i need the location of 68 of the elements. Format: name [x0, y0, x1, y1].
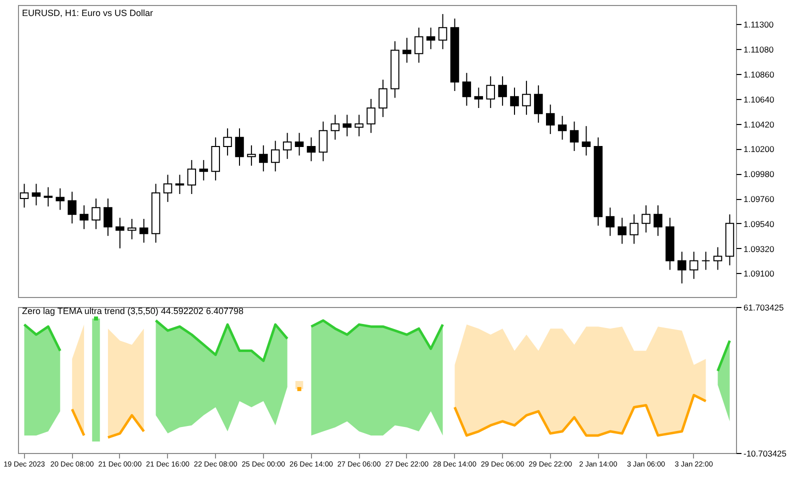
y-tick-label: 1.11080 — [744, 44, 774, 55]
candlestick — [678, 251, 686, 284]
candlestick — [330, 114, 340, 140]
candlestick — [474, 87, 484, 108]
candlestick — [570, 121, 579, 152]
candlestick — [414, 27, 424, 64]
candlestick — [116, 217, 124, 249]
candlestick — [92, 198, 100, 230]
y-tick-label: -10.703425 — [744, 448, 787, 458]
candlestick — [654, 204, 662, 236]
candlestick — [426, 27, 436, 50]
candlestick — [44, 186, 53, 207]
candlestick — [199, 160, 208, 181]
chart-title: Zero lag TEMA ultra trend (3,5,50) 44.592202 6.407798 — [22, 306, 244, 316]
candlestick — [247, 144, 256, 166]
candlestick — [223, 128, 232, 156]
candlestick — [259, 144, 268, 172]
y-tick-label: 1.09760 — [744, 194, 774, 204]
candlestick — [235, 128, 244, 166]
candlestick — [80, 204, 88, 230]
candlestick — [689, 251, 698, 280]
candlestick — [462, 72, 472, 106]
candlestick — [342, 114, 352, 137]
candlestick — [606, 207, 615, 236]
y-tick-label: 1.09980 — [744, 169, 774, 180]
candlestick — [175, 174, 184, 195]
y-tick-label: 1.09320 — [744, 244, 774, 254]
candlestick — [318, 121, 328, 162]
candlestick — [20, 183, 29, 208]
candlestick — [294, 132, 304, 156]
y-tick-label: 1.10640 — [744, 94, 774, 104]
candlestick — [128, 218, 136, 240]
candlestick — [642, 204, 650, 233]
y-tick-label: 1.11300 — [744, 20, 774, 30]
chart-title: EURUSD, H1: Euro vs US Dollar — [22, 8, 154, 18]
y-tick-label: 1.10860 — [744, 70, 774, 80]
candlestick — [139, 218, 148, 244]
candlestick — [630, 214, 638, 244]
y-tick-label: 1.09540 — [744, 218, 774, 229]
y-tick-label: 1.10200 — [744, 144, 774, 154]
candlestick — [366, 98, 376, 134]
y-tick-label: 1.10420 — [744, 119, 774, 130]
candlestick — [582, 126, 591, 156]
candlestick — [558, 115, 567, 140]
candlestick — [354, 114, 364, 137]
candlestick — [402, 37, 412, 64]
candlestick — [68, 191, 76, 224]
candlestick — [32, 183, 41, 206]
candlestick — [534, 84, 543, 124]
candlestick — [104, 198, 112, 236]
candlestick — [56, 188, 65, 210]
candlestick — [498, 76, 507, 106]
candlestick — [438, 14, 448, 50]
candlestick — [163, 174, 172, 202]
candlestick — [618, 217, 626, 244]
y-tick-label: 61.703425 — [744, 302, 784, 312]
candlestick — [306, 136, 316, 162]
candlestick — [378, 79, 388, 118]
candlestick — [713, 246, 722, 270]
y-tick-label: 1.09100 — [744, 268, 774, 279]
candlestick — [546, 104, 555, 135]
candlestick — [282, 132, 292, 160]
candlestick — [522, 80, 531, 116]
candlestick — [510, 87, 519, 116]
candlestick — [486, 76, 495, 108]
candlestick — [187, 160, 196, 195]
candlestick — [701, 251, 710, 270]
candlestick — [270, 140, 280, 172]
